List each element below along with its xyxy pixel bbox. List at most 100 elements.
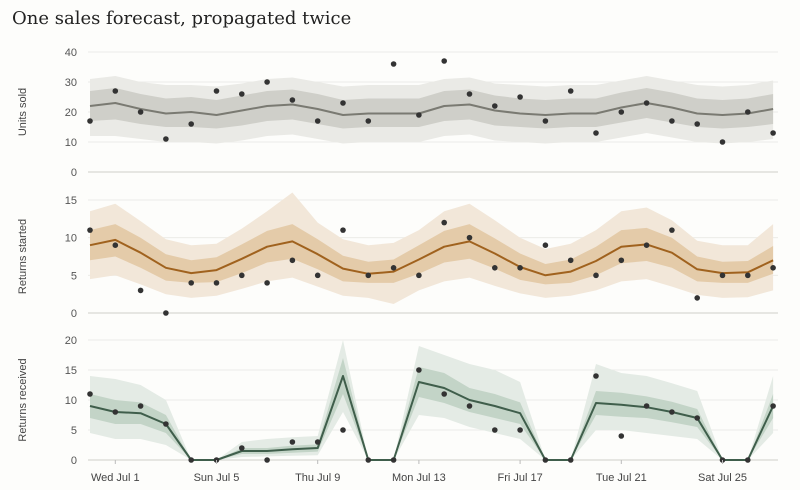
actual-point: [390, 265, 397, 271]
actual-point: [137, 109, 144, 115]
actual-point: [492, 265, 498, 271]
x-tick-label: Mon Jul 13: [392, 472, 446, 484]
actual-point: [770, 130, 776, 136]
y-tick-label: 5: [71, 425, 77, 437]
actual-point: [163, 136, 169, 142]
actual-point: [567, 88, 574, 94]
actual-point: [239, 272, 245, 279]
actual-point: [112, 409, 119, 415]
actual-point: [188, 280, 194, 286]
y-tick-label: 5: [71, 270, 77, 282]
actual-point: [694, 295, 700, 301]
actual-point: [643, 100, 650, 106]
panel-received: 0 5 10 15 20 Returns received: [17, 335, 778, 467]
actual-point: [163, 310, 169, 316]
x-tick-label: Fri Jul 17: [497, 472, 542, 484]
forecast-line: [89, 375, 775, 461]
inner-interval-band: [90, 88, 774, 129]
y-tick-label: 20: [65, 335, 77, 347]
actual-point: [542, 118, 549, 124]
actual-point: [593, 373, 599, 379]
x-tick-label: Sat Jul 25: [698, 472, 747, 484]
actual-point: [137, 287, 144, 294]
actual-point: [593, 130, 599, 136]
actual-point: [188, 457, 194, 463]
y-tick-label: 30: [65, 77, 77, 89]
actual-point: [669, 409, 675, 415]
actual-point: [441, 219, 448, 226]
y-tick-label: 10: [65, 137, 77, 149]
actual-point: [517, 265, 523, 271]
actual-point: [314, 272, 321, 279]
actual-point: [112, 242, 119, 248]
actual-point: [188, 121, 194, 127]
x-tick-label: Tue Jul 21: [596, 472, 647, 484]
actual-point: [593, 272, 599, 279]
actual-point: [492, 427, 498, 433]
actual-point: [745, 457, 751, 463]
actual-point: [416, 112, 422, 118]
actual-point: [618, 109, 625, 115]
actual-point: [314, 439, 321, 445]
forecast-line: [89, 102, 774, 116]
y-tick-label: 20: [65, 107, 77, 119]
y-tick-label: 15: [65, 195, 77, 207]
actual-point: [390, 61, 397, 67]
actual-point: [365, 118, 372, 124]
y-tick-label: 10: [65, 395, 77, 407]
actual-point: [466, 91, 473, 97]
actual-point: [719, 272, 726, 279]
actual-point: [340, 427, 346, 433]
y-tick-label: 15: [65, 365, 77, 377]
forecast-line: [89, 238, 774, 277]
actual-point: [340, 227, 346, 233]
actual-point: [416, 367, 422, 373]
outer-interval-band: [90, 340, 774, 460]
actual-point: [669, 118, 675, 124]
actual-point: [289, 257, 296, 264]
actual-point: [466, 234, 473, 241]
y-tick-label: 40: [65, 47, 77, 59]
y-axis-label: Returns received: [17, 358, 29, 441]
actual-point: [137, 403, 144, 409]
actual-point: [239, 445, 245, 451]
actual-point: [87, 227, 93, 233]
x-tick-label: Wed Jul 1: [91, 472, 140, 484]
actual-point: [618, 433, 625, 439]
y-tick-label: 10: [65, 233, 77, 245]
actual-point: [264, 280, 270, 286]
y-tick-label: 0: [71, 167, 77, 179]
actual-point: [239, 91, 245, 97]
actual-point: [466, 403, 473, 409]
y-tick-label: 0: [71, 308, 77, 320]
actual-point: [264, 79, 270, 85]
inner-interval-band: [90, 224, 774, 285]
actual-point: [163, 421, 169, 427]
actual-point: [87, 118, 93, 124]
actual-point: [669, 227, 675, 233]
x-tick-label: Sun Jul 5: [194, 472, 240, 484]
actual-point: [542, 242, 549, 248]
actual-point: [314, 118, 321, 124]
chart-title: One sales forecast, propagated twice: [12, 8, 352, 29]
actual-point: [770, 265, 776, 271]
actual-point: [289, 97, 296, 103]
actual-point: [340, 100, 346, 106]
actual-point: [390, 457, 397, 463]
actual-point: [365, 457, 372, 463]
actual-point: [643, 403, 650, 409]
actual-point: [365, 272, 372, 279]
actual-point: [719, 139, 726, 145]
panel-units: 0 10 20 30 40 Units sold: [17, 47, 778, 179]
actual-point: [112, 88, 119, 94]
actual-point: [517, 94, 523, 100]
inner-interval-band: [90, 358, 774, 460]
actual-point: [264, 457, 270, 463]
actual-point: [694, 415, 700, 421]
panel-started: 0 5 10 15 Returns started: [17, 192, 778, 320]
actual-point: [567, 257, 574, 264]
actual-point: [87, 391, 93, 397]
actual-point: [441, 58, 448, 64]
actual-point: [517, 427, 523, 433]
